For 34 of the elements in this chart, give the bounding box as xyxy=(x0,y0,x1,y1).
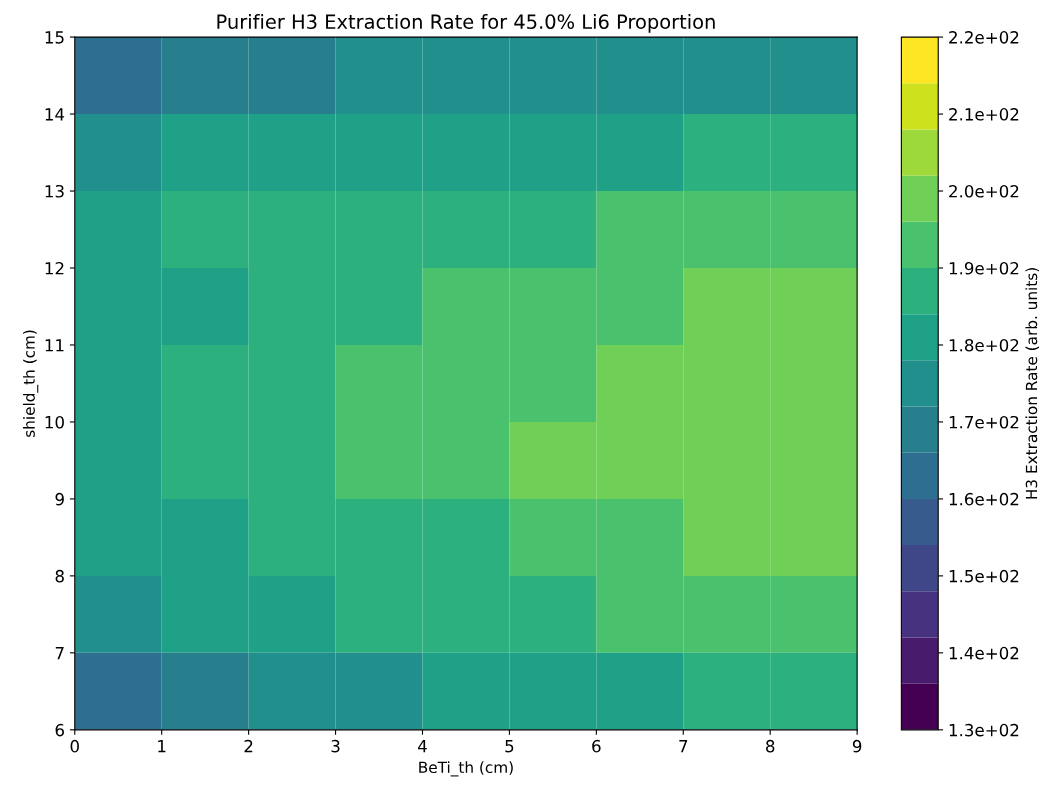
y-tick-label: 13 xyxy=(45,184,64,198)
y-tick-label: 12 xyxy=(45,261,64,275)
x-tick-label: 2 xyxy=(244,739,253,753)
x-tick-label: 4 xyxy=(418,740,427,753)
color-bar-label: 1.6e+02 xyxy=(949,492,1019,506)
y-tick-label: 15 xyxy=(45,31,64,44)
y-tick-label: 7 xyxy=(55,647,64,660)
y-tick-label: 8 xyxy=(55,569,64,583)
x-tick-label: 8 xyxy=(766,739,775,753)
color-bar-label: 2.1e+02 xyxy=(949,108,1019,121)
color-bar-label: 1.7e+02 xyxy=(949,415,1019,429)
y-tick-label: 11 xyxy=(45,339,64,352)
y-tick-label: 10 xyxy=(45,415,64,429)
y-tick-label: 9 xyxy=(55,492,64,506)
x-tick-label: 6 xyxy=(592,739,601,753)
chart-title: Purifier H3 Extraction Rate for 45.0% Li6 Proportion xyxy=(217,13,715,33)
y-tick-label: 6 xyxy=(55,723,64,737)
x-axis-title: BeTi_th (cm) xyxy=(419,761,513,777)
x-tick-label: 0 xyxy=(70,739,79,753)
color-bar-label: 1.5e+02 xyxy=(949,569,1019,583)
y-axis-title: shield_th (cm) xyxy=(23,330,39,437)
x-tick-label: 9 xyxy=(852,739,862,753)
x-tick-label: 1 xyxy=(158,740,166,753)
color-bar-label: 2.0e+02 xyxy=(949,184,1019,198)
color-bar-label: 1.9e+02 xyxy=(949,261,1019,275)
x-tick-label: 5 xyxy=(505,740,514,753)
color-bar-label: 1.8e+02 xyxy=(949,338,1019,352)
y-tick-label: 14 xyxy=(45,108,65,121)
color-bar-label: 2.2e+02 xyxy=(949,31,1019,44)
color-bar-label: 1.3e+02 xyxy=(949,723,1019,737)
x-tick-label: 7 xyxy=(679,740,688,753)
x-tick-label: 3 xyxy=(331,739,340,753)
color-bar-label: 1.4e+02 xyxy=(949,646,1019,660)
color-bar-title: H3 Extraction Rate (arb. units) xyxy=(1025,268,1040,499)
